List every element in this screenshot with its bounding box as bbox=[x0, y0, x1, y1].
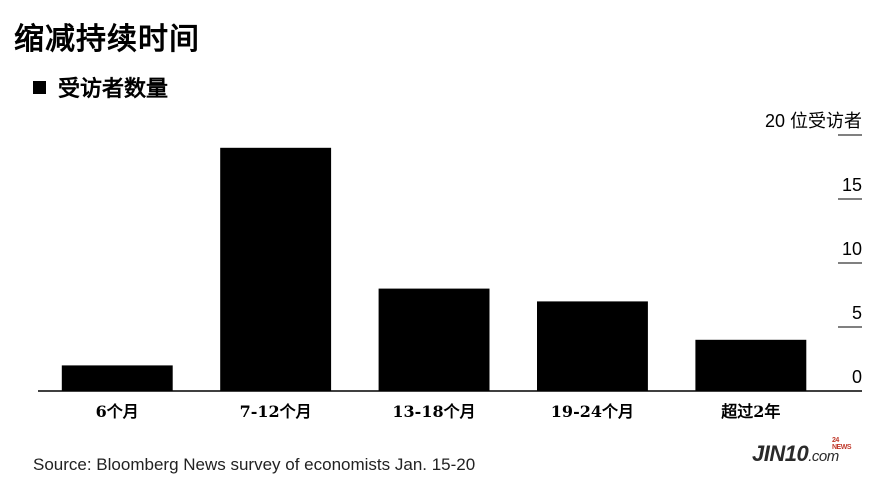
y-tick-label-10: 10 bbox=[842, 239, 862, 259]
jin10-logo: JIN10.com 24 NEWS bbox=[752, 437, 852, 467]
x-axis: 6个月 7-12个月 13-18个月 19-24个月 超过2年 bbox=[96, 402, 781, 421]
logo-suffix: .com bbox=[808, 448, 839, 465]
bars-group bbox=[61, 147, 807, 391]
y-tick-label-15: 15 bbox=[842, 175, 862, 195]
bar-5 bbox=[695, 339, 807, 391]
bar-3 bbox=[378, 288, 490, 391]
y-tick-label-20: 20 位受访者 bbox=[765, 111, 862, 131]
x-tick-label-4: 19-24个月 bbox=[551, 402, 634, 421]
y-tick-label-5: 5 bbox=[852, 303, 862, 323]
logo-tag: 24 NEWS bbox=[832, 437, 852, 451]
legend: 受访者数量 bbox=[33, 74, 169, 102]
x-tick-label-1: 6个月 bbox=[96, 402, 139, 421]
bar-4 bbox=[537, 301, 648, 391]
source-note: Source: Bloomberg News survey of economi… bbox=[33, 455, 476, 474]
x-tick-label-5: 超过2年 bbox=[720, 402, 780, 421]
legend-label: 受访者数量 bbox=[58, 77, 169, 102]
y-axis: 0 5 10 15 20 位受访者 bbox=[765, 111, 862, 387]
x-tick-label-3: 13-18个月 bbox=[392, 402, 475, 421]
legend-swatch bbox=[33, 80, 46, 94]
chart-title: 缩减持续时间 bbox=[14, 22, 200, 57]
x-tick-label-2: 7-12个月 bbox=[240, 402, 312, 421]
y-tick-label-0: 0 bbox=[852, 367, 862, 387]
bar-2 bbox=[220, 147, 332, 391]
logo-main: JIN10 bbox=[752, 441, 809, 466]
bar-1 bbox=[61, 365, 173, 391]
